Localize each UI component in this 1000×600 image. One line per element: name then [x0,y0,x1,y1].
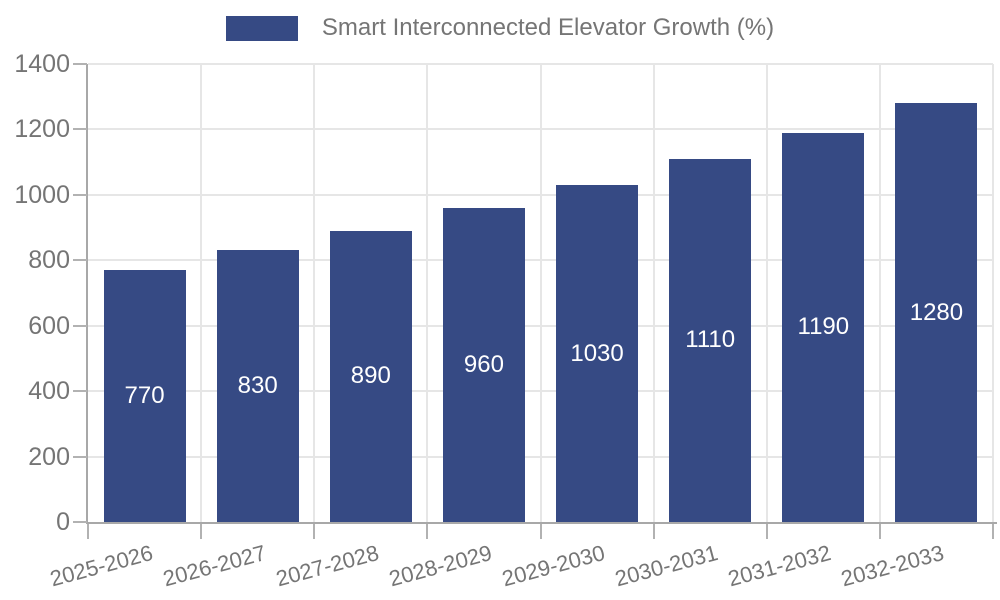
y-tick-label: 0 [56,508,70,536]
x-gridline [539,64,542,522]
y-tick [73,193,87,196]
x-tick [652,524,655,539]
x-axis-line [86,522,997,524]
x-tick-label: 2026-2027 [160,540,269,592]
x-tick [313,524,316,539]
bar-value-label: 1030 [570,339,624,367]
y-tick [73,324,87,327]
bar-value-label: 890 [350,362,391,390]
y-tick [73,390,87,393]
bar[interactable]: 960 [442,207,525,522]
bar-value-label: 830 [237,372,278,400]
legend-label: Smart Interconnected Elevator Growth (%) [321,14,775,41]
bar[interactable]: 1190 [782,132,865,522]
y-tick [73,455,87,458]
x-gridline [652,64,655,522]
x-tick-label: 2028-2029 [386,540,495,592]
x-tick [878,524,881,539]
bar[interactable]: 830 [216,250,299,522]
x-tick [992,524,994,539]
y-tick-label: 400 [28,377,70,406]
bar-value-label: 1110 [685,326,736,354]
x-gridline [878,64,881,522]
x-tick [426,524,429,539]
x-tick [539,524,542,539]
y-tick-label: 600 [28,311,70,340]
y-tick-label: 800 [28,246,70,275]
bar-value-label: 960 [463,350,504,378]
y-tick [73,128,87,131]
x-gridline [992,64,994,522]
x-tick-label: 2030-2031 [612,540,721,592]
bar-value-label: 1280 [909,298,964,326]
y-tick [73,259,87,262]
bar[interactable]: 1280 [895,103,978,522]
y-tick-label: 1400 [14,50,70,78]
bar[interactable]: 890 [329,230,412,522]
legend[interactable]: Smart Interconnected Elevator Growth (%) [0,14,1000,42]
x-tick-label: 2027-2028 [273,540,382,592]
x-tick-label: 2029-2030 [499,540,608,592]
x-tick [87,524,89,539]
x-tick [200,524,203,539]
x-gridline [313,64,316,522]
x-gridline [200,64,203,522]
bar[interactable]: 1110 [669,158,752,522]
y-tick [73,63,87,65]
x-tick [765,524,768,539]
bar[interactable]: 770 [103,270,186,522]
y-tick-label: 1000 [14,180,70,209]
y-tick-label: 200 [28,442,70,471]
bar[interactable]: 1030 [556,185,639,522]
bar-value-label: 1190 [797,313,850,341]
legend-swatch [225,15,298,41]
x-gridline [765,64,768,522]
bar-value-label: 770 [124,382,165,410]
x-tick-label: 2032-2033 [838,540,947,592]
x-gridline [426,64,429,522]
x-tick-label: 2025-2026 [46,540,156,592]
x-tick-label: 2031-2032 [725,540,834,592]
y-tick-label: 1200 [14,115,70,144]
y-axis-line [86,64,88,524]
y-tick [73,521,87,523]
